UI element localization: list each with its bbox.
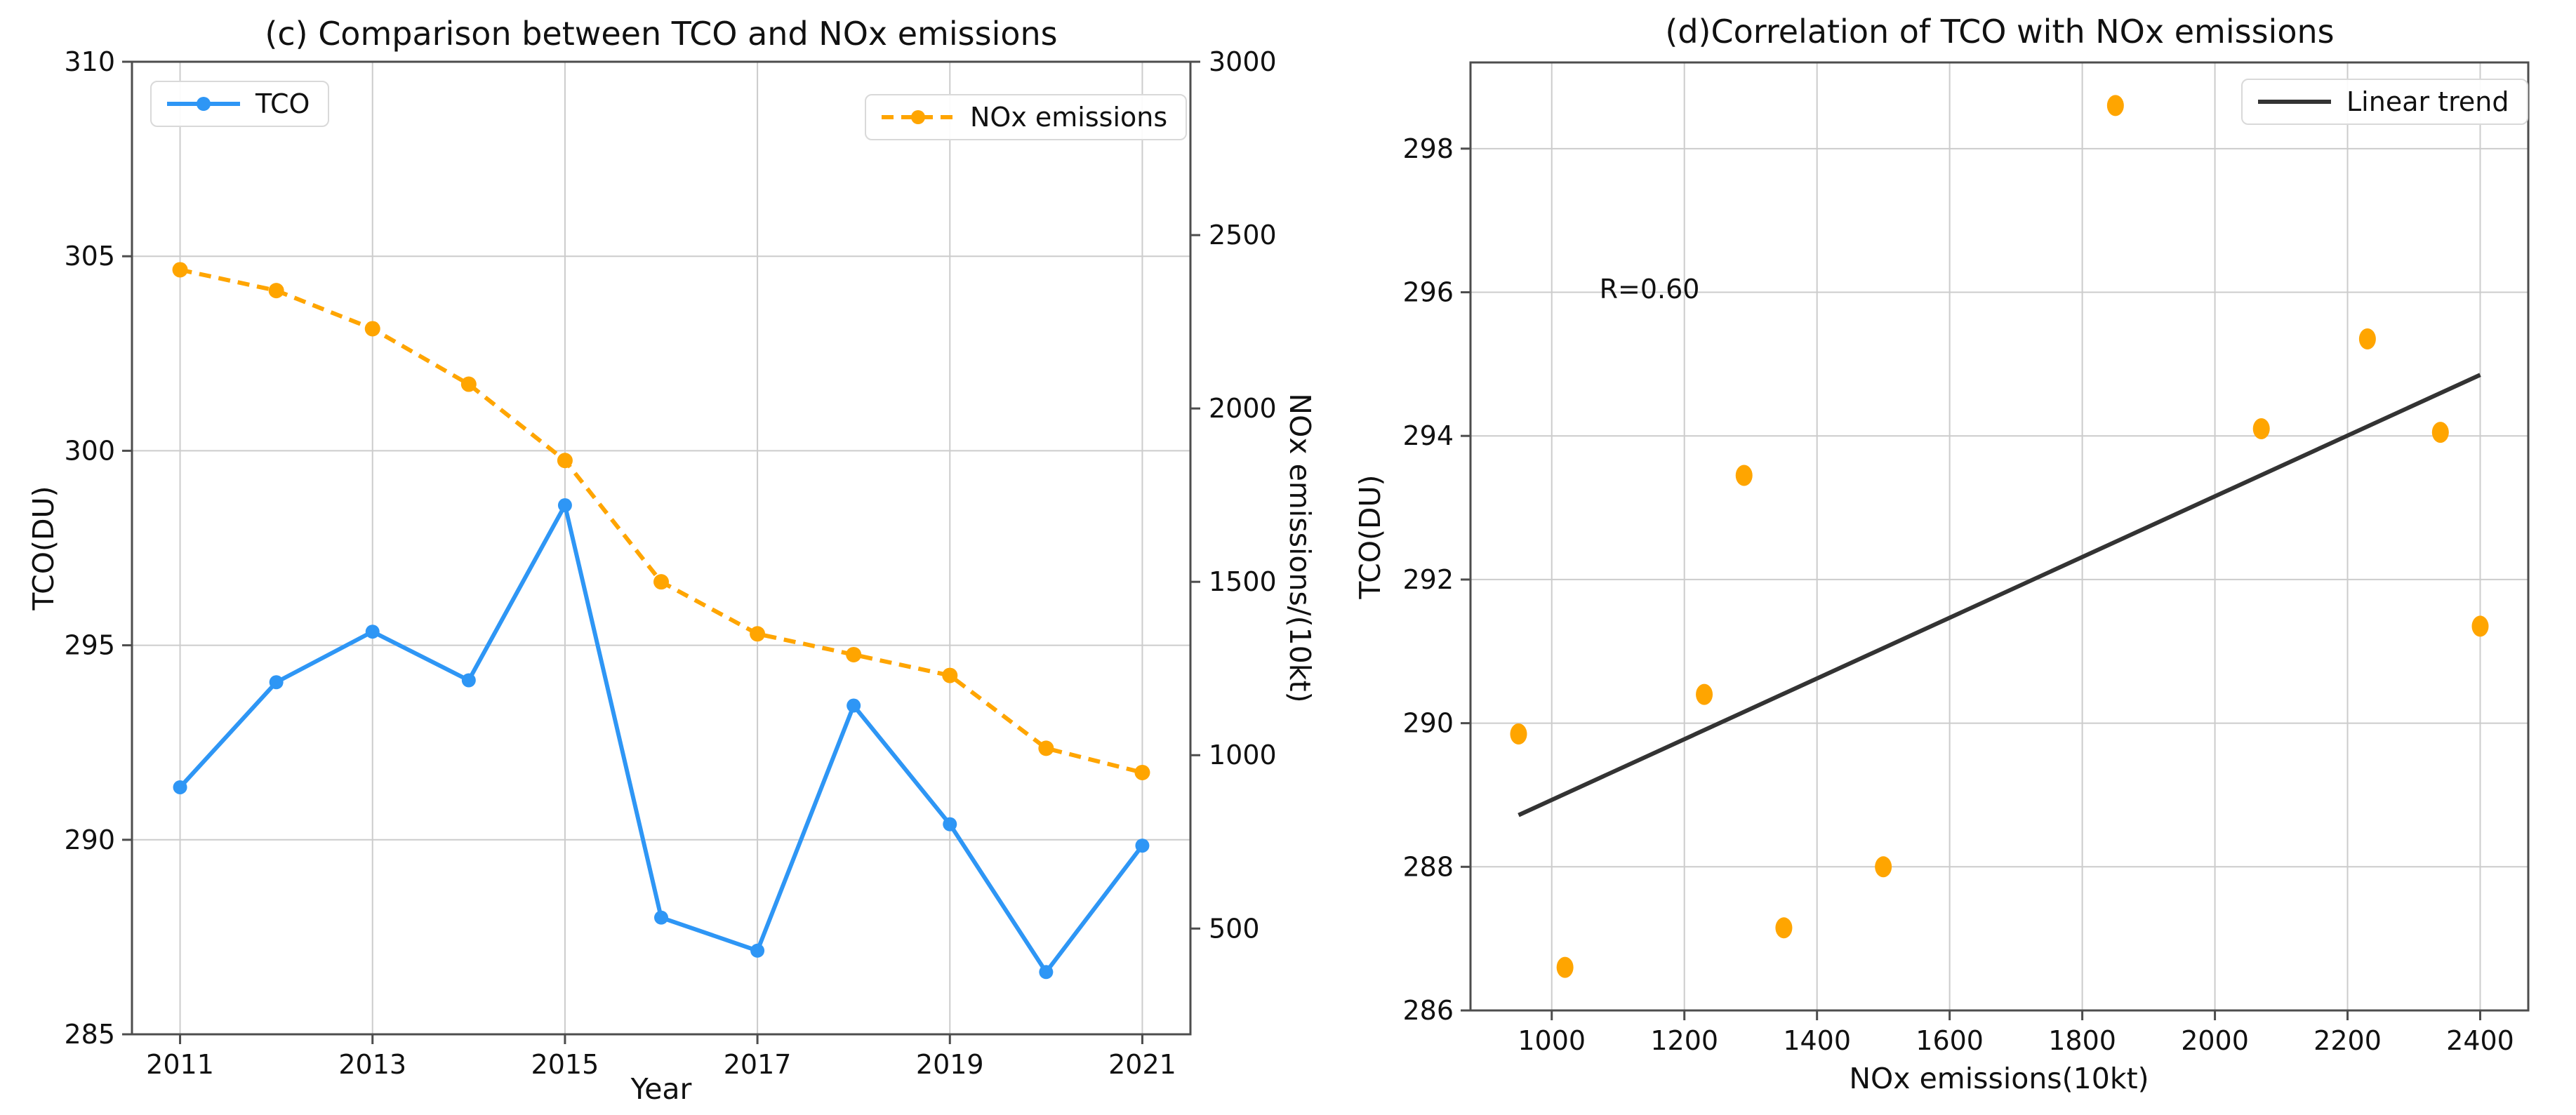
tco-line: [173, 498, 1150, 980]
svg-text:2200: 2200: [2313, 1025, 2382, 1056]
chart-c-right-yaxis-label: NOx emissions/(10kt): [1283, 393, 1317, 703]
chart-c-spines: [131, 60, 1192, 1036]
chart-d-grid: [1470, 62, 2528, 1011]
correlation-coefficient-text: R=0.60: [1599, 274, 1700, 305]
chart-c-tick-labels: 2011 2013 2015 2017 2019 2021 285 290 295 300 305 3…: [64, 46, 1276, 1080]
svg-text:1500: 1500: [1209, 566, 1277, 597]
svg-text:305: 305: [64, 241, 115, 272]
svg-text:1200: 1200: [1650, 1025, 1718, 1056]
svg-text:2011: 2011: [146, 1049, 214, 1080]
svg-text:296: 296: [1402, 277, 1454, 308]
svg-text:295: 295: [64, 630, 115, 661]
chart-c-grid: [132, 61, 1190, 1035]
svg-text:2500: 2500: [1209, 220, 1277, 251]
nox-emissions-line: [172, 262, 1150, 780]
legend-nox-label: NOx emissions: [970, 102, 1168, 133]
svg-text:2000: 2000: [2181, 1025, 2249, 1056]
nox-legend-line-sample: [882, 110, 955, 124]
scatter-points: [1510, 95, 2489, 978]
svg-text:1000: 1000: [1518, 1025, 1586, 1056]
svg-text:1800: 1800: [2048, 1025, 2116, 1056]
legend-nox: NOx emissions: [865, 94, 1188, 140]
svg-text:2015: 2015: [531, 1049, 599, 1080]
svg-text:298: 298: [1402, 133, 1454, 164]
svg-text:292: 292: [1402, 564, 1454, 595]
chart-c-left-yaxis-label: TCO(DU): [27, 486, 60, 610]
chart-d-yaxis-label: TCO(DU): [1353, 474, 1387, 599]
chart-d-title: (d)Correlation of TCO with NOx emissions: [1665, 13, 2335, 51]
svg-text:2019: 2019: [916, 1049, 984, 1080]
svg-text:288: 288: [1402, 851, 1454, 882]
svg-text:3000: 3000: [1209, 46, 1277, 77]
svg-text:300: 300: [64, 435, 115, 466]
chart-d-tick-labels: 1000 1200 1400 1600 1800 2000 2200 2400 286 288 29…: [1402, 133, 2514, 1056]
svg-text:2013: 2013: [338, 1049, 406, 1080]
svg-text:2000: 2000: [1209, 393, 1277, 424]
svg-text:500: 500: [1209, 913, 1260, 944]
legend-linear-trend-label: Linear trend: [2346, 86, 2509, 117]
svg-text:1000: 1000: [1209, 740, 1277, 770]
svg-text:285: 285: [64, 1019, 115, 1050]
chart-d-spines: [1469, 61, 2530, 1012]
chart-d-ticks: [1461, 147, 2481, 1020]
chart-c-ticks: [122, 60, 1200, 1044]
svg-text:2021: 2021: [1108, 1049, 1176, 1080]
chart-c-title: (c) Comparison between TCO and NOx emiss…: [265, 15, 1058, 53]
svg-text:290: 290: [1402, 708, 1454, 739]
svg-text:294: 294: [1402, 420, 1454, 451]
legend-tco-label: TCO: [255, 88, 310, 119]
svg-text:2017: 2017: [724, 1049, 792, 1080]
chart-d-xaxis-label: NOx emissions(10kt): [1849, 1062, 2149, 1095]
svg-text:1400: 1400: [1783, 1025, 1851, 1056]
legend-linear-trend: Linear trend: [2241, 79, 2529, 125]
trend-line: [1518, 373, 2481, 817]
svg-text:290: 290: [64, 824, 115, 855]
chart-c-xaxis-label: Year: [630, 1072, 692, 1106]
trend-legend-line-sample: [2258, 100, 2331, 104]
legend-tco: TCO: [150, 81, 330, 127]
svg-text:310: 310: [64, 46, 115, 77]
svg-text:2400: 2400: [2446, 1025, 2514, 1056]
svg-text:1600: 1600: [1916, 1025, 1984, 1056]
svg-text:286: 286: [1402, 995, 1454, 1026]
tco-legend-line-sample: [167, 97, 240, 111]
